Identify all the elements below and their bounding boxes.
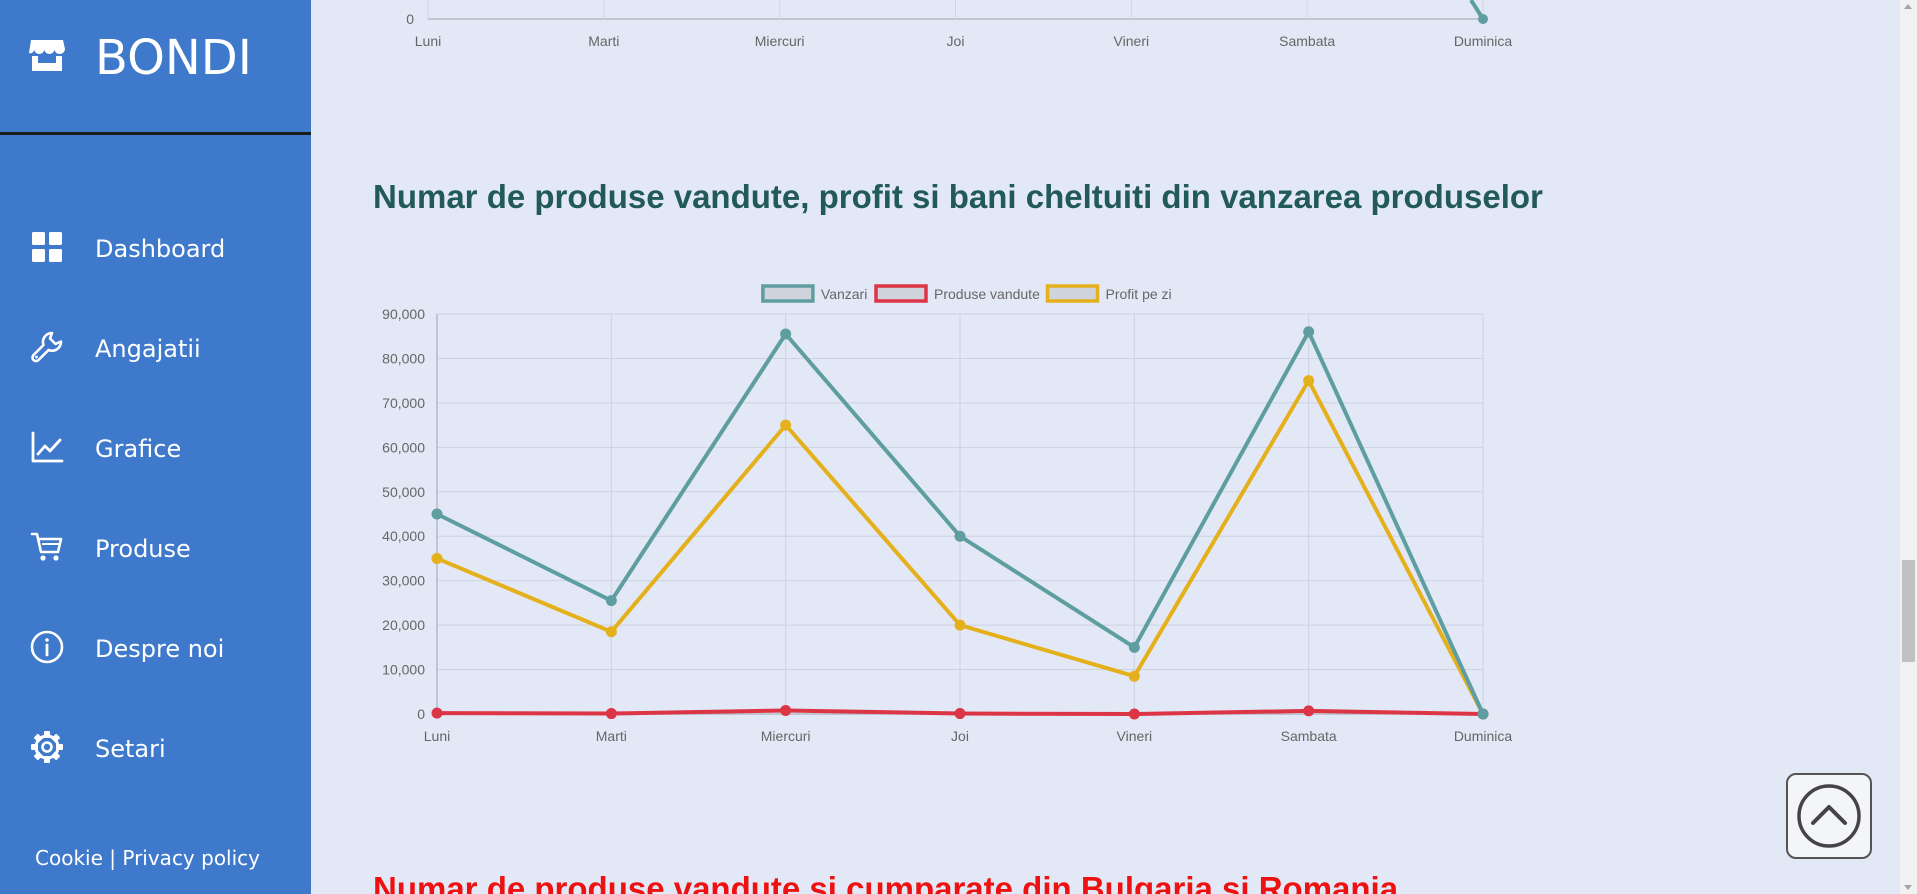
y-tick-label: 10,000 xyxy=(382,662,425,678)
y-tick-label: 60,000 xyxy=(382,439,425,455)
data-point[interactable] xyxy=(431,552,443,564)
y-tick-label: 70,000 xyxy=(382,395,425,411)
info-icon xyxy=(30,630,64,664)
y-tick-label: 20,000 xyxy=(382,617,425,633)
previous-chart-x-tick-label: Duminica xyxy=(1454,33,1513,49)
x-tick-label: Luni xyxy=(424,728,450,744)
brand-name: BONDI xyxy=(95,30,252,86)
store-icon xyxy=(29,40,65,71)
previous-chart-x-tick-label: Luni xyxy=(415,33,441,49)
footer-links: Cookie | Privacy policy xyxy=(35,846,260,870)
y-tick-label: 50,000 xyxy=(382,484,425,500)
data-point[interactable] xyxy=(1303,375,1315,387)
next-section-title: Numar de produse vandute si cumparate di… xyxy=(373,870,1399,894)
data-point[interactable] xyxy=(1128,641,1140,653)
chevron-up-icon xyxy=(1797,784,1861,848)
legend-item[interactable]: Produse vandute xyxy=(874,284,1040,303)
y-tick-label: 40,000 xyxy=(382,528,425,544)
section-title: Numar de produse vandute, profit si bani… xyxy=(373,178,1543,215)
previous-chart-zero-label: 0 xyxy=(406,11,414,27)
data-point[interactable] xyxy=(954,619,966,631)
data-point[interactable] xyxy=(780,419,792,431)
legend-swatch xyxy=(874,284,928,303)
data-point[interactable] xyxy=(431,707,443,719)
line-chart-icon xyxy=(31,431,64,463)
sidebar-item-label: Dashboard xyxy=(95,235,226,263)
previous-chart-x-tick-label: Miercuri xyxy=(755,33,805,49)
data-point[interactable] xyxy=(954,530,966,542)
x-tick-label: Marti xyxy=(596,728,627,744)
data-point[interactable] xyxy=(605,708,617,720)
previous-chart: 0 Luni Marti Miercuri Joi Vineri Sambata Dumin… xyxy=(406,0,1513,49)
data-point[interactable] xyxy=(431,508,443,520)
data-point[interactable] xyxy=(780,704,792,716)
privacy-policy-link[interactable]: Privacy policy xyxy=(122,846,261,870)
scroll-up-arrow[interactable] xyxy=(1904,4,1912,9)
wrench-icon xyxy=(31,331,63,363)
x-tick-label: Duminica xyxy=(1454,728,1513,744)
y-tick-label: 90,000 xyxy=(382,306,425,322)
previous-chart-x-tick-label: Joi xyxy=(947,33,965,49)
data-point[interactable] xyxy=(1303,705,1315,717)
gear-icon xyxy=(31,731,63,763)
y-tick-label: 30,000 xyxy=(382,573,425,589)
scroll-thumb[interactable] xyxy=(1902,560,1915,662)
scrollbar[interactable] xyxy=(1900,0,1917,894)
x-tick-label: Miercuri xyxy=(761,728,811,744)
legend-item[interactable]: Profit pe zi xyxy=(1045,284,1172,303)
sidebar-item-produse[interactable]: Produse xyxy=(0,513,311,583)
previous-chart-point xyxy=(1478,14,1488,24)
sidebar-item-label: Despre noi xyxy=(95,635,225,663)
legend-label: Profit pe zi xyxy=(1106,286,1172,302)
y-tick-label: 80,000 xyxy=(382,350,425,366)
sidebar-item-label: Produse xyxy=(95,535,191,563)
sidebar-item-label: Grafice xyxy=(95,435,182,463)
data-point[interactable] xyxy=(1303,326,1315,338)
sidebar-item-label: Angajatii xyxy=(95,335,201,363)
data-point[interactable] xyxy=(780,328,792,340)
sidebar: BONDI Dashboard Angajatii Grafice Produs… xyxy=(0,0,311,894)
grid-icon xyxy=(32,232,62,262)
sidebar-item-setari[interactable]: Setari xyxy=(0,713,311,783)
cookie-link[interactable]: Cookie xyxy=(35,846,103,870)
x-tick-label: Sambata xyxy=(1281,728,1337,744)
sales-profit-line-chart: 0 10,000 20,000 30,000 40,000 50,000 60,000 70,… xyxy=(382,284,1513,744)
legend-swatch xyxy=(1045,284,1100,303)
back-to-top-button[interactable] xyxy=(1786,773,1872,859)
data-point[interactable] xyxy=(605,626,617,638)
data-point[interactable] xyxy=(954,708,966,720)
sidebar-item-angajatii[interactable]: Angajatii xyxy=(0,313,311,383)
x-tick-label: Joi xyxy=(951,728,969,744)
x-tick-label: Vineri xyxy=(1117,728,1153,744)
legend-label: Vanzari xyxy=(821,286,867,302)
previous-chart-x-tick-label: Sambata xyxy=(1279,33,1335,49)
data-point[interactable] xyxy=(1477,708,1489,720)
footer-separator: | xyxy=(109,846,116,870)
data-point[interactable] xyxy=(605,595,617,607)
cart-icon xyxy=(30,532,63,561)
brand[interactable]: BONDI xyxy=(0,0,311,135)
previous-chart-x-tick-label: Marti xyxy=(588,33,619,49)
sidebar-item-dashboard[interactable]: Dashboard xyxy=(0,213,311,283)
previous-chart-x-tick-label: Vineri xyxy=(1114,33,1150,49)
legend-swatch xyxy=(761,284,815,303)
sidebar-item-despre-noi[interactable]: Despre noi xyxy=(0,613,311,683)
y-tick-label: 0 xyxy=(417,706,425,722)
sidebar-item-label: Setari xyxy=(95,735,166,763)
legend-item[interactable]: Vanzari xyxy=(761,284,867,303)
scroll-down-arrow[interactable] xyxy=(1904,885,1912,890)
data-point[interactable] xyxy=(1128,670,1140,682)
sidebar-item-grafice[interactable]: Grafice xyxy=(0,413,311,483)
data-point[interactable] xyxy=(1128,708,1140,720)
legend-label: Produse vandute xyxy=(934,286,1040,302)
